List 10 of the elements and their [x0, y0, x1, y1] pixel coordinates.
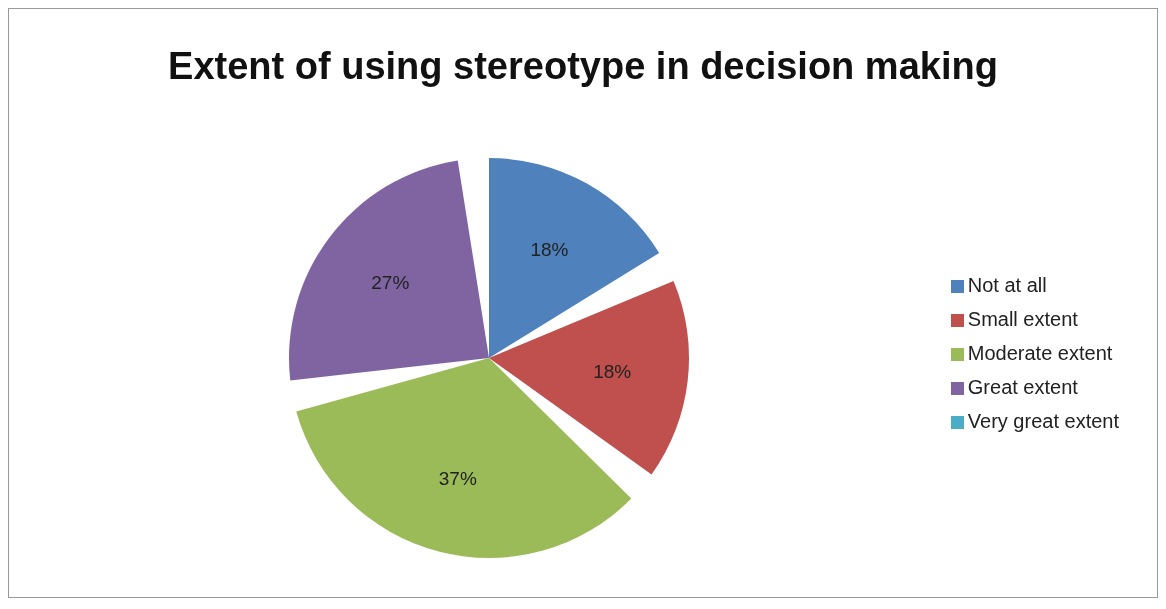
legend-label: Very great extent [967, 410, 1119, 432]
legend-label: Not at all [967, 274, 1047, 296]
legend-label: Moderate extent [967, 342, 1113, 364]
legend-label: Great extent [967, 376, 1078, 398]
legend-label: Small extent [967, 308, 1078, 330]
data-label: 18% [593, 361, 632, 383]
data-label: 27% [371, 272, 410, 294]
data-label: 37% [438, 467, 477, 489]
data-label: 18% [530, 239, 569, 261]
chart-title: Extent of using stereotype in decision making [167, 45, 999, 88]
